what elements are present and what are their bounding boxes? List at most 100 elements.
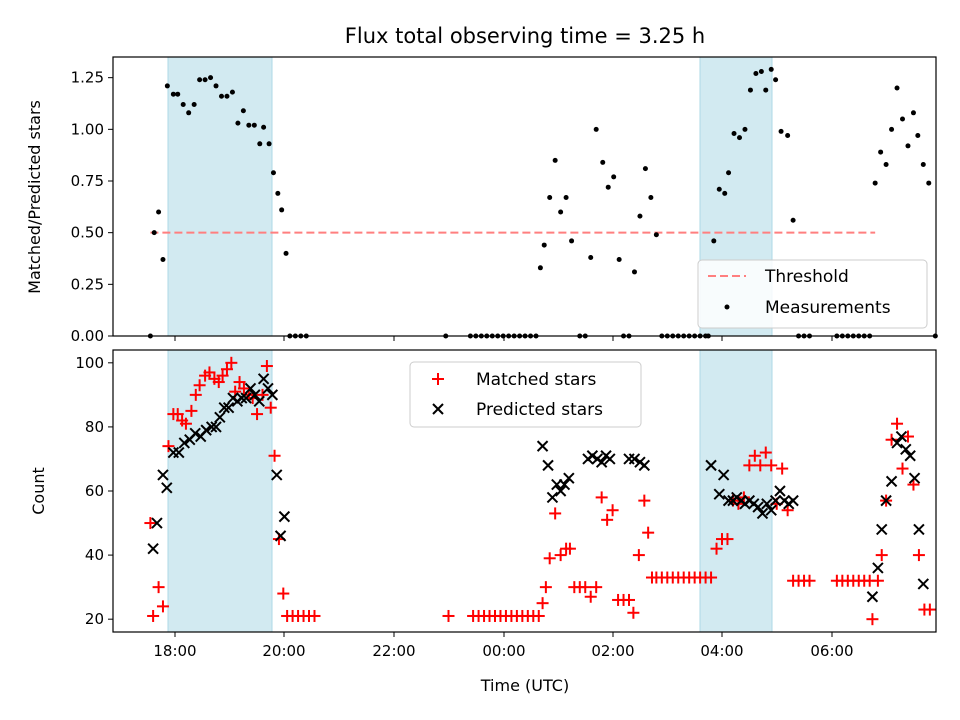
matched-star-point: [871, 574, 884, 587]
matched-star-point: [642, 526, 655, 539]
predicted-star-point: [765, 504, 777, 516]
measurement-point: [569, 238, 575, 244]
highlight-span-1: [167, 56, 273, 337]
measurement-point: [563, 195, 569, 201]
measurement-point: [722, 190, 728, 196]
chart-title: Flux total observing time = 3.25 h: [345, 24, 705, 48]
measurement-point: [229, 89, 235, 95]
matched-star-point: [885, 433, 898, 446]
matched-star-point: [754, 459, 767, 472]
predicted-star-point: [713, 488, 725, 500]
predicted-star-point: [271, 469, 283, 481]
bottom-y-axis: 20 40 60 80 100: [75, 354, 113, 628]
measurement-point: [790, 217, 796, 223]
bottom-y-axis-label: Count: [29, 467, 48, 515]
measurement-point: [240, 108, 246, 114]
predicted-star-point: [891, 437, 903, 449]
measurement-point: [605, 184, 611, 190]
bottom-panel: 20 40 60 80 100 18:00 20:00 22:00 00:00 02:00 04:…: [29, 349, 937, 695]
measurement-point: [588, 254, 594, 260]
matched-star-point: [536, 597, 549, 610]
legend-predicted-swatch: [432, 403, 444, 415]
highlight-span-2: [699, 349, 773, 633]
x-tick-label: 06:00: [810, 642, 853, 660]
matched-star-point: [579, 581, 592, 594]
x-tick-label: 22:00: [372, 642, 415, 660]
bottom-y-tick-label: 60: [85, 482, 104, 500]
measurement-point: [202, 77, 208, 83]
x-axis-label: Time (UTC): [480, 676, 569, 695]
legend-threshold-label: Threshold: [764, 267, 849, 287]
predicted-star-point: [249, 389, 261, 401]
predicted-star-point: [756, 507, 769, 520]
predicted-star-point: [236, 392, 248, 404]
measurement-point: [778, 128, 784, 134]
measurement-point: [883, 161, 889, 167]
measurement-point: [208, 75, 214, 81]
matched-star-point: [268, 449, 281, 462]
measurement-point: [558, 209, 564, 215]
matched-star-point: [623, 593, 636, 606]
top-y-tick-label: 0.50: [71, 224, 104, 242]
matched-star-point: [152, 581, 165, 594]
measurement-point: [889, 126, 895, 132]
predicted-star-point: [278, 510, 291, 523]
measurement-point: [878, 149, 884, 155]
predicted-star-point: [752, 501, 764, 513]
predicted-star-point: [895, 430, 908, 443]
measurement-point: [753, 71, 759, 77]
predicted-star-point: [769, 494, 782, 507]
measurement-point: [900, 116, 906, 122]
predicted-star-point: [722, 494, 735, 507]
measurement-point: [600, 159, 606, 165]
matched-star-point: [189, 388, 202, 401]
measurement-point: [218, 93, 224, 99]
matched-star-point: [147, 609, 160, 622]
matched-star-point: [532, 609, 545, 622]
measurement-point: [611, 174, 617, 180]
predicted-star-point: [542, 459, 554, 472]
predicted-star-point: [900, 443, 912, 456]
predicted-star-point: [257, 373, 270, 385]
matched-star-point: [233, 376, 246, 389]
measurement-point: [257, 141, 263, 147]
measurement-point: [547, 195, 553, 201]
measurement-point: [270, 170, 276, 176]
predicted-star-point: [266, 389, 279, 401]
legend-matched-swatch: [432, 373, 444, 385]
matched-star-point: [803, 574, 816, 587]
matched-star-point: [179, 417, 192, 430]
measurement-point: [275, 190, 281, 196]
measurement-point: [616, 257, 622, 263]
legend-measurements-swatch: [724, 304, 730, 310]
predicted-star-point: [876, 523, 888, 536]
matched-star-point: [277, 587, 290, 600]
measurement-point: [737, 135, 743, 141]
matched-star-point: [912, 549, 925, 562]
matched-star-point: [563, 542, 576, 555]
top-legend: Threshold Measurements: [697, 259, 928, 329]
predicted-star-point: [638, 459, 651, 472]
measurement-point: [279, 207, 285, 213]
predicted-star-point: [917, 578, 930, 590]
matched-star-point: [710, 542, 723, 555]
matched-star-point: [203, 366, 216, 379]
top-axes-frame: [112, 56, 937, 337]
predicted-star-point: [717, 469, 730, 481]
bottom-y-tick-label: 100: [75, 354, 104, 372]
measurement-point: [261, 124, 267, 130]
matched-star-point: [237, 382, 250, 395]
x-tick-label: 18:00: [153, 642, 196, 660]
measurement-point: [747, 87, 753, 93]
matched-star-point: [627, 606, 640, 619]
predicted-star-point: [240, 392, 252, 404]
measurement-point: [164, 83, 170, 89]
top-y-tick-label: 0.75: [71, 172, 104, 190]
measurement-point: [537, 265, 543, 271]
measurement-point: [266, 141, 272, 147]
matched-star-point: [162, 440, 175, 453]
measurement-point: [920, 161, 926, 167]
bottom-y-tick-label: 40: [85, 546, 104, 564]
top-legend-box: [697, 259, 928, 329]
